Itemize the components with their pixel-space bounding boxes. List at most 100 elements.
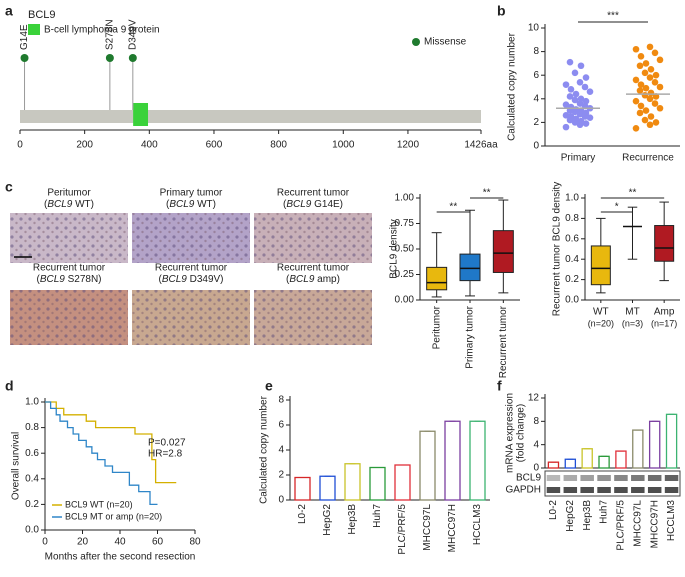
x-tick-label: MHCC97H — [649, 500, 660, 548]
y-tick-label: 10 — [528, 23, 540, 34]
point — [571, 96, 579, 104]
x-tick-label: PLC/PRF/5 — [397, 504, 408, 555]
y-tick-label: 0.50 — [395, 244, 415, 255]
y-axis-label: mRNA expression — [505, 393, 516, 473]
survival-curve — [45, 401, 177, 484]
box — [590, 245, 611, 286]
blot-band — [597, 487, 611, 493]
x-tick-label: Hep3B — [347, 504, 358, 535]
tile-caption: (BCL9 WT) — [166, 199, 216, 210]
point — [656, 83, 664, 91]
x-tick-sublabel: (n=20) — [588, 318, 614, 328]
y-axis-label: Overall survival — [11, 432, 22, 500]
point — [562, 101, 570, 108]
y-axis-label: BCL9 density — [389, 219, 400, 278]
caption-part: WT) — [194, 199, 216, 210]
point — [652, 71, 660, 79]
caption-part: ( — [283, 199, 287, 210]
caption-part: ( — [36, 274, 40, 285]
point — [656, 104, 664, 112]
point — [566, 58, 574, 66]
caption-part: ( — [286, 274, 290, 285]
mutation — [128, 54, 137, 62]
blot-band — [563, 487, 578, 493]
panel-label: b — [497, 3, 506, 19]
x-tick-label: PLC/PRF/5 — [616, 500, 627, 551]
x-tick-label: 400 — [141, 140, 158, 151]
point — [636, 109, 644, 117]
point — [647, 113, 655, 120]
x-tick-label: MHCC97H — [447, 504, 458, 552]
mutation — [20, 54, 29, 62]
y-tick-label: 0.8 — [25, 422, 39, 433]
ihc-texture — [254, 213, 372, 263]
y-tick-label: 0 — [533, 463, 539, 474]
y-tick-label: 0.0 — [25, 525, 39, 536]
x-tick-label: Hep3B — [582, 500, 593, 531]
blot-band — [597, 475, 611, 481]
point — [582, 109, 590, 117]
x-tick-sublabel: (n=3) — [622, 318, 643, 328]
point — [636, 62, 644, 70]
y-tick-label: 0 — [278, 495, 284, 506]
point — [566, 93, 574, 100]
x-tick-label: 800 — [270, 140, 287, 151]
y-tick-label: 2 — [533, 117, 539, 128]
point — [567, 113, 575, 120]
blot-band — [546, 475, 561, 481]
blot-band — [664, 487, 679, 493]
caption-part: D349V) — [187, 274, 224, 285]
ihc-texture — [10, 213, 128, 263]
y-tick-label: 0.00 — [395, 295, 415, 306]
y-axis-label: Recurrent tumor BCL9 density — [552, 182, 563, 317]
tile-caption: (BCL9 S278N) — [36, 274, 101, 285]
tile-caption: (BCL9 D349V) — [158, 274, 223, 285]
caption-part: ( — [166, 199, 170, 210]
point — [651, 49, 659, 57]
significance: ** — [483, 188, 491, 199]
caption-part: BCL9 — [169, 199, 194, 210]
point — [632, 45, 640, 53]
x-tick-label: HepG2 — [565, 500, 576, 532]
significance: ** — [449, 202, 457, 213]
point — [646, 95, 654, 103]
y-tick-label: 4 — [533, 439, 539, 450]
x-tick-label: 0 — [17, 140, 23, 151]
bar — [665, 413, 678, 469]
point — [572, 115, 580, 123]
tile-caption: Recurrent tumor — [277, 263, 350, 274]
caption-part: G14E) — [311, 199, 343, 210]
point — [641, 69, 649, 77]
blot-label: BCL9 — [516, 473, 541, 484]
point — [577, 62, 585, 70]
caption-part: WT) — [72, 199, 94, 210]
bar — [598, 455, 610, 469]
survival-curve — [45, 401, 158, 506]
point — [586, 114, 594, 121]
ihc-texture — [10, 290, 128, 345]
point — [562, 81, 570, 88]
point — [646, 74, 654, 81]
y-tick-label: 8 — [278, 395, 284, 406]
point — [641, 116, 649, 124]
y-tick-label: 12 — [528, 393, 540, 404]
point — [567, 86, 575, 93]
protein-bar — [20, 110, 481, 123]
panel-label: f — [497, 378, 502, 394]
ihc-texture — [132, 290, 250, 345]
box — [426, 266, 448, 291]
point — [586, 88, 594, 96]
x-tick-label: Huh7 — [372, 504, 383, 528]
x-tick-label: MHCC97L — [422, 504, 433, 551]
point — [642, 84, 650, 92]
y-tick-label: 1.0 — [565, 193, 579, 204]
y-tick-label: 0.6 — [565, 233, 579, 244]
tile-caption: Peritumor — [47, 188, 91, 199]
y-tick-label: 8 — [533, 46, 539, 57]
blot-band — [664, 475, 679, 481]
bar — [632, 429, 644, 469]
legend-swatch — [412, 38, 420, 46]
tile-caption: (BCL9 G14E) — [283, 199, 343, 210]
point — [582, 120, 590, 127]
